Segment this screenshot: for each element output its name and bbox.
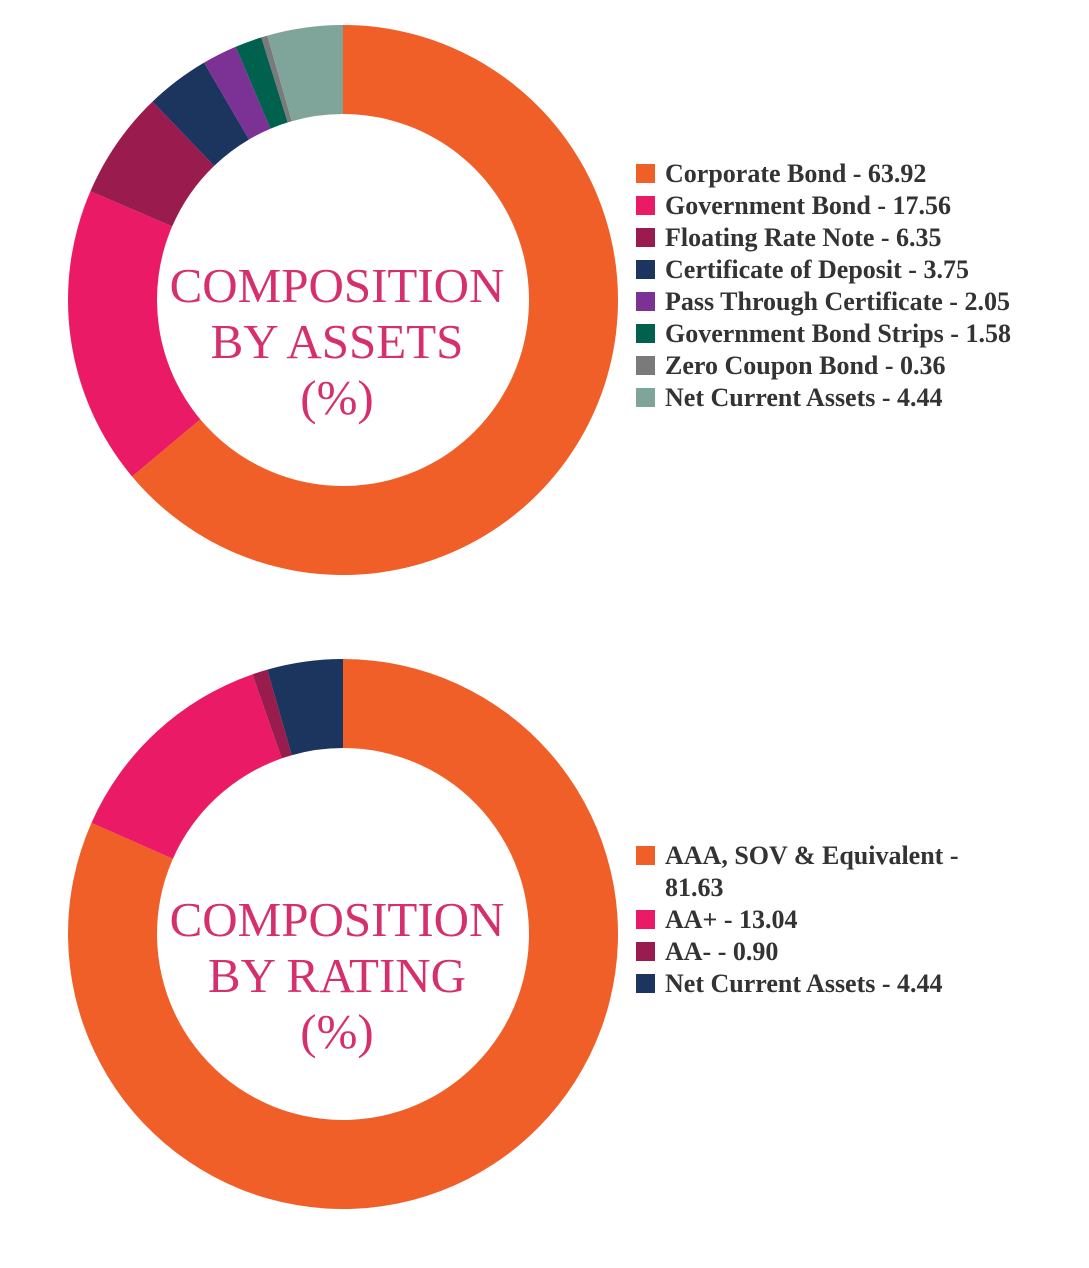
legend-label: AAA, SOV & Equivalent - 81.63: [665, 841, 959, 902]
assets-center-title: COMPOSITION BY ASSETS (%): [137, 258, 537, 426]
slice-corporate-bond: [132, 25, 618, 575]
legend-swatch: [636, 942, 655, 961]
legend-item-net-current-assets: Net Current Assets - 4.44: [636, 382, 1011, 414]
legend-label: Pass Through Certificate - 2.05: [665, 287, 1010, 316]
legend-swatch: [636, 292, 655, 311]
legend-item-floating-rate-note: Floating Rate Note - 6.35: [636, 222, 1011, 254]
legend-swatch: [636, 324, 655, 343]
legend-label: AA+ - 13.04: [665, 905, 798, 934]
legend-label: Floating Rate Note - 6.35: [665, 223, 942, 252]
legend-item-aa-minus: AA- - 0.90: [636, 936, 1010, 968]
legend-swatch: [636, 974, 655, 993]
legend-label: AA- - 0.90: [665, 937, 779, 966]
slice-aa: [252, 669, 292, 759]
legend-swatch: [636, 260, 655, 279]
slice-government-bond-strips: [235, 37, 288, 129]
legend-swatch: [636, 910, 655, 929]
legend-swatch: [636, 164, 655, 183]
legend-swatch: [636, 388, 655, 407]
assets-title-line-2: BY ASSETS: [210, 314, 464, 369]
slice-net-current-assets: [267, 659, 343, 756]
legend-label: Net Current Assets - 4.44: [665, 383, 943, 412]
legend-label: Corporate Bond - 63.92: [665, 159, 927, 188]
legend-item-government-bond: Government Bond - 17.56: [636, 190, 1011, 222]
assets-chart: COMPOSITION BY ASSETS (%) Corporate Bond…: [0, 0, 1089, 600]
legend-item-aaa-sov-equivalent: AAA, SOV & Equivalent - 81.63: [636, 840, 1010, 904]
assets-legend: Corporate Bond - 63.92 Government Bond -…: [636, 158, 1011, 414]
legend-item-net-current-assets: Net Current Assets - 4.44: [636, 968, 1010, 1000]
legend-swatch: [636, 846, 655, 865]
rating-center-title: COMPOSITION BY RATING (%): [137, 892, 537, 1060]
rating-legend: AAA, SOV & Equivalent - 81.63 AA+ - 13.0…: [636, 840, 1010, 1000]
slice-net-current-assets: [267, 25, 343, 122]
rating-title-line-3: (%): [300, 1004, 374, 1059]
legend-item-government-bond-strips: Government Bond Strips - 1.58: [636, 318, 1011, 350]
slice-aaa-sov-equivalent: [68, 659, 618, 1209]
legend-item-certificate-of-deposit: Certificate of Deposit - 3.75: [636, 254, 1011, 286]
legend-label: Net Current Assets - 4.44: [665, 969, 943, 998]
slice-certificate-of-deposit: [152, 62, 250, 166]
legend-label: Certificate of Deposit - 3.75: [665, 255, 969, 284]
legend-item-pass-through-certificate: Pass Through Certificate - 2.05: [636, 286, 1011, 318]
rating-chart: COMPOSITION BY RATING (%) AAA, SOV & Equ…: [0, 634, 1089, 1234]
legend-label: Government Bond - 17.56: [665, 191, 951, 220]
rating-title-line-1: COMPOSITION: [169, 892, 505, 947]
legend-label: Government Bond Strips - 1.58: [665, 319, 1011, 348]
slice-pass-through-certificate: [204, 46, 271, 140]
legend-item-aa-plus: AA+ - 13.04: [636, 904, 1010, 936]
legend-swatch: [636, 196, 655, 215]
assets-donut: [67, 25, 618, 575]
slice-government-bond: [67, 191, 201, 477]
slice-zero-coupon-bond: [261, 35, 292, 123]
rating-donut: [68, 659, 618, 1209]
legend-swatch: [636, 228, 655, 247]
legend-swatch: [636, 356, 655, 375]
legend-item-zero-coupon-bond: Zero Coupon Bond - 0.36: [636, 350, 1011, 382]
slice-aa: [91, 674, 282, 859]
legend-label: Zero Coupon Bond - 0.36: [665, 351, 946, 380]
legend-item-corporate-bond: Corporate Bond - 63.92: [636, 158, 1011, 190]
assets-title-line-3: (%): [300, 370, 374, 425]
assets-title-line-1: COMPOSITION: [169, 258, 505, 313]
slice-floating-rate-note: [90, 101, 215, 227]
rating-title-line-2: BY RATING: [207, 948, 467, 1003]
